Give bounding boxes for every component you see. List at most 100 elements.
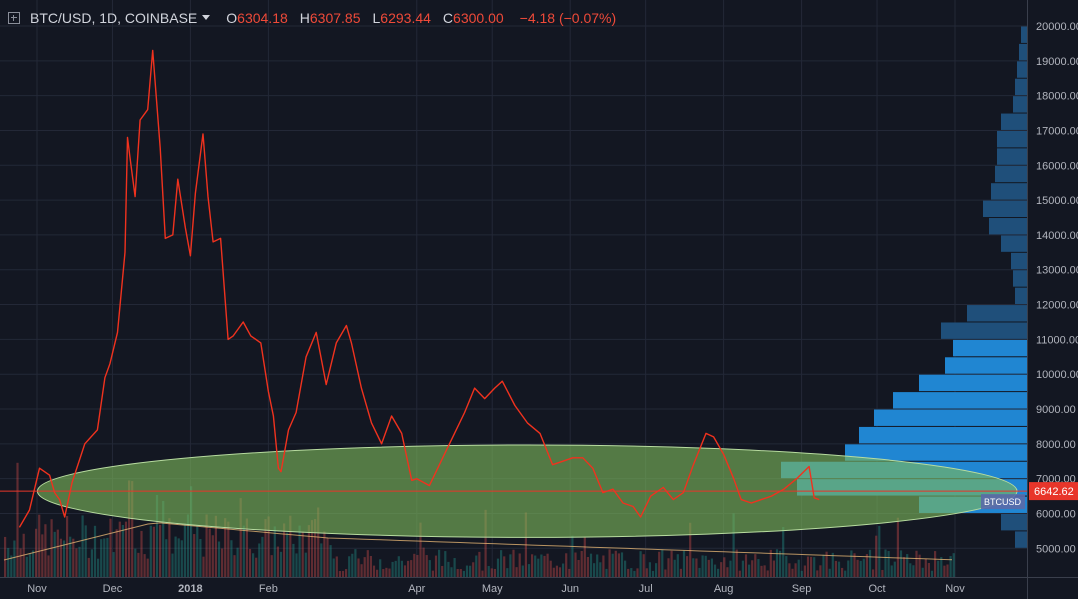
volume-bar — [202, 556, 205, 577]
volume-bar — [751, 560, 754, 577]
volume-bar — [927, 562, 930, 577]
volume-bar — [701, 555, 704, 577]
volume-bar — [735, 549, 738, 577]
volume-bar — [283, 523, 286, 577]
time-tick-label: 2018 — [178, 583, 202, 595]
volume-bar — [487, 566, 490, 577]
time-axis[interactable]: Nov Dec 2018 Feb Apr May Jun Jul Aug Sep Oct Nov — [27, 583, 965, 595]
volume-profile-row — [1001, 513, 1027, 531]
volume-bar — [608, 549, 611, 577]
volume-bar — [323, 531, 326, 577]
volume-bar — [388, 568, 391, 577]
volume-bar — [478, 551, 481, 577]
volume-bar — [648, 562, 651, 577]
volume-bar — [236, 547, 239, 577]
add-symbol-icon[interactable] — [8, 12, 20, 24]
volume-bar — [868, 549, 872, 577]
high-value: 6307.85 — [309, 10, 361, 26]
volume-bar — [605, 568, 608, 577]
volume-bar — [326, 538, 329, 577]
price-tick-label: 17000.00 — [1036, 125, 1078, 137]
volume-bar — [779, 550, 782, 577]
volume-bar — [196, 525, 199, 577]
volume-bar — [841, 567, 844, 577]
price-tag-value: 6642.62 — [1034, 486, 1074, 498]
volume-bar — [155, 494, 159, 577]
volume-bar — [13, 540, 16, 577]
volume-bar — [627, 568, 630, 577]
volume-bar — [543, 555, 546, 577]
volume-bar — [636, 568, 639, 577]
volume-bar — [875, 535, 878, 577]
low-value: 6293.44 — [380, 10, 431, 26]
volume-bar — [456, 568, 459, 577]
volume-bar — [695, 558, 698, 577]
volume-bar — [819, 565, 822, 577]
volume-bar — [853, 553, 856, 577]
volume-bar — [602, 555, 605, 577]
time-tick-label: Dec — [103, 583, 123, 595]
volume-bar — [385, 567, 388, 577]
volume-bar — [307, 525, 310, 577]
volume-bar — [726, 567, 729, 577]
volume-bar — [850, 550, 853, 577]
time-tick-label: Oct — [868, 583, 885, 595]
volume-bar — [577, 559, 580, 577]
volume-bar — [87, 557, 90, 577]
volume-bar — [930, 570, 934, 577]
volume-bar — [909, 563, 912, 577]
volume-bar — [772, 560, 775, 577]
volume-bar — [549, 560, 552, 577]
time-tick-label: Jul — [639, 583, 653, 595]
volume-bar — [434, 555, 438, 577]
volume-bar — [376, 569, 379, 577]
volume-bar — [509, 554, 512, 577]
volume-bar — [881, 569, 884, 577]
volume-bar — [710, 558, 713, 577]
time-tick-label: May — [482, 583, 503, 595]
volume-bar — [645, 568, 648, 577]
chevron-down-icon[interactable] — [202, 14, 211, 20]
time-tick-label: Nov — [945, 583, 965, 595]
symbol-tag-label: BTCUSD — [984, 497, 1022, 507]
volume-bar — [661, 549, 664, 577]
volume-bar — [816, 570, 819, 577]
volume-bar — [887, 551, 890, 577]
volume-bar — [689, 522, 692, 577]
volume-bar — [512, 549, 515, 577]
volume-bar — [822, 554, 825, 577]
volume-bar — [667, 558, 670, 577]
time-tick-label: Feb — [259, 583, 278, 595]
volume-bar — [152, 526, 155, 577]
volume-bar — [100, 539, 103, 577]
volume-profile-row — [1017, 61, 1027, 78]
volume-bar — [934, 551, 937, 577]
volume-profile-row — [874, 409, 1027, 426]
volume-bar — [431, 570, 434, 577]
volume-bar — [620, 552, 624, 577]
volume-bar — [72, 538, 75, 577]
volume-bars — [3, 462, 955, 577]
volume-bar — [899, 550, 903, 577]
volume-bar — [124, 521, 128, 577]
volume-bar — [279, 551, 283, 577]
volume-bar — [806, 556, 810, 577]
volume-bar — [744, 554, 748, 577]
volume-bar — [248, 548, 252, 577]
volume-bar — [797, 559, 800, 577]
volume-bar — [273, 526, 276, 577]
volume-bar — [831, 552, 834, 577]
volume-bar — [341, 570, 345, 577]
volume-bar — [382, 569, 385, 577]
price-axis[interactable]: 20000.00 19000.00 18000.00 17000.00 16000.00… — [1036, 21, 1078, 555]
volume-bar — [403, 565, 407, 577]
volume-bar — [400, 560, 403, 577]
time-tick-label: Apr — [408, 583, 425, 595]
symbol-label[interactable]: BTC/USD, 1D, COINBASE — [30, 10, 198, 26]
price-tick-label: 19000.00 — [1036, 56, 1078, 68]
volume-bar — [438, 549, 441, 577]
volume-bar — [143, 554, 146, 577]
volume-bar — [171, 553, 174, 577]
volume-bar — [825, 551, 828, 577]
